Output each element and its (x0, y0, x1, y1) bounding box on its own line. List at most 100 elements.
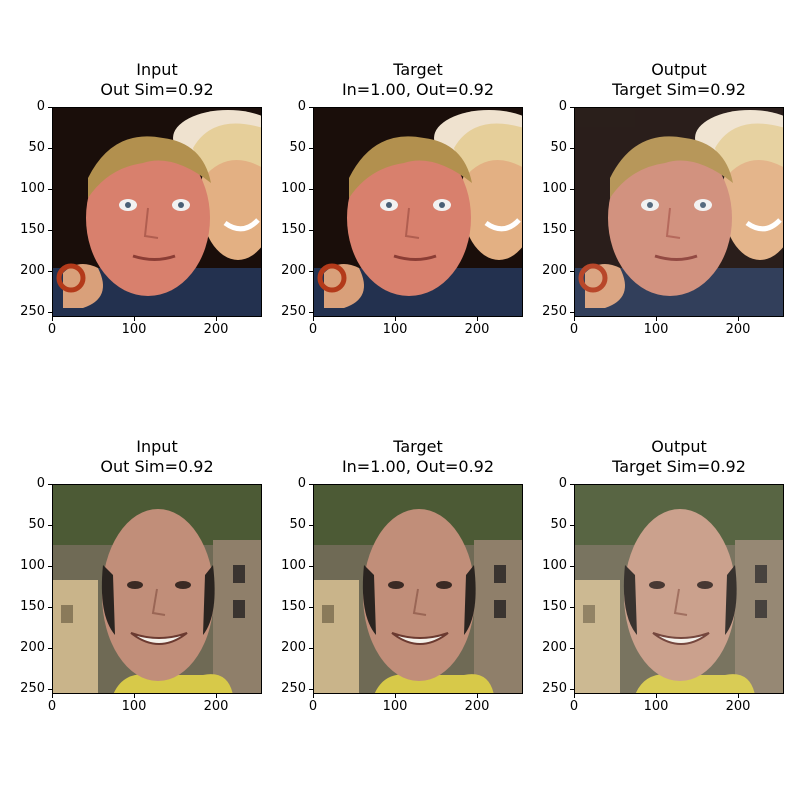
y-tick-mark (48, 189, 52, 191)
y-tick-label: 0 (297, 99, 306, 114)
x-tick-mark (216, 694, 218, 698)
x-tick-label: 0 (569, 322, 579, 337)
image-axes: 0 50 100 150 200 250 0 100 200 (542, 100, 784, 337)
y-tick-label: 250 (20, 304, 45, 320)
y-tick-label: 100 (20, 181, 45, 197)
panel-title-line2: Target Sim=0.92 (612, 457, 746, 476)
image-frame (313, 107, 523, 317)
y-tick-mark (48, 107, 52, 108)
panel-title-line1: Target (393, 437, 443, 456)
image-axes: 0 50 100 150 200 250 0 100 200 (20, 477, 262, 714)
y-tick-label: 100 (281, 181, 306, 197)
y-tick-mark (309, 148, 313, 150)
x-tick-label: 0 (308, 699, 318, 714)
y-tick-label: 200 (542, 640, 567, 656)
y-tick-label: 150 (281, 222, 306, 238)
x-tick-mark (656, 694, 658, 698)
image-frame (52, 107, 262, 317)
panel-title-line1: Target (393, 60, 443, 79)
y-tick-label: 250 (20, 681, 45, 697)
x-tick-mark (134, 317, 136, 321)
panel-title: Input Out Sim=0.92 (12, 437, 302, 477)
y-tick-mark (48, 648, 52, 650)
x-tick-label: 200 (464, 322, 490, 337)
y-tick-mark (309, 689, 313, 691)
y-tick-label: 0 (558, 476, 567, 491)
photo-image (575, 485, 783, 693)
x-tick-mark (477, 317, 479, 321)
panel-title-line2: Out Sim=0.92 (100, 457, 214, 476)
panel-title-line1: Output (651, 437, 707, 456)
y-tick-label: 50 (550, 140, 567, 156)
y-tick-label: 100 (20, 558, 45, 574)
y-tick-label: 200 (281, 640, 306, 656)
y-tick-label: 200 (20, 640, 45, 656)
y-tick-mark (309, 271, 313, 273)
panel-title-line1: Output (651, 60, 707, 79)
x-tick-mark (656, 317, 658, 321)
y-tick-mark (570, 648, 574, 650)
x-tick-mark (313, 694, 314, 698)
y-tick-mark (570, 525, 574, 527)
y-tick-mark (570, 148, 574, 150)
y-tick-mark (570, 607, 574, 609)
photo-image (575, 108, 783, 316)
image-axes: 0 50 100 150 200 250 0 100 200 (281, 100, 523, 337)
image-frame (313, 484, 523, 694)
y-tick-mark (309, 566, 313, 568)
y-tick-mark (570, 107, 574, 108)
x-tick-mark (574, 317, 575, 321)
x-tick-label: 0 (47, 322, 57, 337)
x-tick-label: 200 (203, 322, 229, 337)
y-tick-mark (570, 566, 574, 568)
y-tick-mark (48, 271, 52, 273)
image-frame (574, 484, 784, 694)
y-tick-label: 150 (20, 599, 45, 615)
y-tick-mark (48, 566, 52, 568)
photo-image (53, 485, 261, 693)
y-tick-label: 200 (542, 263, 567, 279)
y-tick-label: 0 (36, 476, 45, 491)
y-tick-mark (48, 484, 52, 485)
y-tick-mark (48, 230, 52, 232)
x-tick-mark (738, 317, 740, 321)
x-tick-mark (738, 694, 740, 698)
y-tick-mark (570, 312, 574, 314)
x-tick-label: 200 (725, 322, 751, 337)
x-tick-label: 100 (121, 699, 147, 714)
y-tick-label: 50 (28, 140, 45, 156)
y-tick-label: 250 (281, 681, 306, 697)
x-tick-label: 0 (308, 322, 318, 337)
panel-title: Target In=1.00, Out=0.92 (273, 437, 563, 477)
y-tick-mark (48, 525, 52, 527)
panel-title: Target In=1.00, Out=0.92 (273, 60, 563, 100)
x-tick-mark (216, 317, 218, 321)
x-tick-label: 100 (121, 322, 147, 337)
x-tick-label: 0 (47, 699, 57, 714)
panel-title-line1: Input (136, 60, 178, 79)
x-tick-mark (52, 694, 53, 698)
y-tick-mark (309, 648, 313, 650)
y-tick-label: 200 (281, 263, 306, 279)
x-tick-label: 200 (464, 699, 490, 714)
y-tick-label: 150 (20, 222, 45, 238)
image-frame (52, 484, 262, 694)
x-tick-mark (395, 317, 397, 321)
y-tick-mark (309, 312, 313, 314)
y-tick-label: 50 (289, 517, 306, 533)
image-axes: 0 50 100 150 200 250 0 100 200 (281, 477, 523, 714)
y-tick-label: 150 (281, 599, 306, 615)
x-tick-label: 100 (382, 322, 408, 337)
x-tick-label: 100 (382, 699, 408, 714)
panel-title: Output Target Sim=0.92 (534, 60, 800, 100)
x-tick-mark (52, 317, 53, 321)
y-tick-mark (309, 525, 313, 527)
y-tick-mark (570, 230, 574, 232)
y-tick-mark (48, 148, 52, 150)
y-tick-label: 150 (542, 222, 567, 238)
y-tick-mark (570, 271, 574, 273)
x-tick-label: 0 (569, 699, 579, 714)
y-tick-label: 100 (542, 181, 567, 197)
y-tick-mark (570, 189, 574, 191)
panel-title-line2: In=1.00, Out=0.92 (341, 457, 495, 476)
